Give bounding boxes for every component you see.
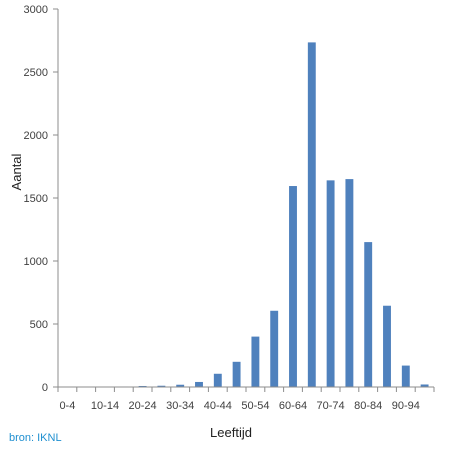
x-tick-label: 50-54 xyxy=(241,400,269,412)
bar-65-69 xyxy=(307,42,316,387)
bar-25-29 xyxy=(157,385,166,387)
x-tick-label: 0-4 xyxy=(59,400,75,412)
y-tick-label: 0 xyxy=(42,382,48,394)
bar-35-39 xyxy=(195,381,203,387)
y-axis-title: Aantal xyxy=(9,153,24,190)
bar-40-44 xyxy=(213,373,222,387)
x-axis-title: Leeftijd xyxy=(210,425,252,440)
y-tick-label: 3000 xyxy=(24,4,48,16)
y-tick-label: 500 xyxy=(30,319,48,331)
y-ticks: 0 500 1000 1500 2000 2500 3000 xyxy=(24,4,58,394)
y-tick-label: 1000 xyxy=(24,256,48,268)
bar-45-49 xyxy=(232,361,241,387)
y-tick-label: 2000 xyxy=(24,130,48,142)
source-note: bron: IKNL xyxy=(9,432,62,444)
x-tick-label: 30-34 xyxy=(166,400,194,412)
x-tick-label: 70-74 xyxy=(317,400,345,412)
bar-85-89 xyxy=(383,305,391,387)
x-tick-label: 40-44 xyxy=(204,400,232,412)
x-tick-label: 90-94 xyxy=(392,400,420,412)
y-tick-label: 2500 xyxy=(24,67,48,79)
bar-95+ xyxy=(420,384,429,387)
bar-20-24 xyxy=(138,385,147,387)
bar-75-79 xyxy=(345,179,354,387)
bar-90-94 xyxy=(401,365,410,387)
bar-70-74 xyxy=(326,180,335,387)
x-tick-label: 80-84 xyxy=(354,400,382,412)
bars xyxy=(63,42,429,387)
x-tick-label: 20-24 xyxy=(129,400,157,412)
x-tick-label: 60-64 xyxy=(279,400,307,412)
x-tick-label: 10-14 xyxy=(91,400,119,412)
bar-55-59 xyxy=(270,310,279,387)
x-ticks: 0-4 10-14 20-24 30-34 40-44 50-54 60-64 70-74 80… xyxy=(57,387,435,412)
bar-50-54 xyxy=(251,336,260,387)
bar-80-84 xyxy=(364,242,373,387)
bar-60-64 xyxy=(289,186,297,387)
y-tick-label: 1500 xyxy=(24,193,48,205)
bar-30-34 xyxy=(176,384,185,387)
